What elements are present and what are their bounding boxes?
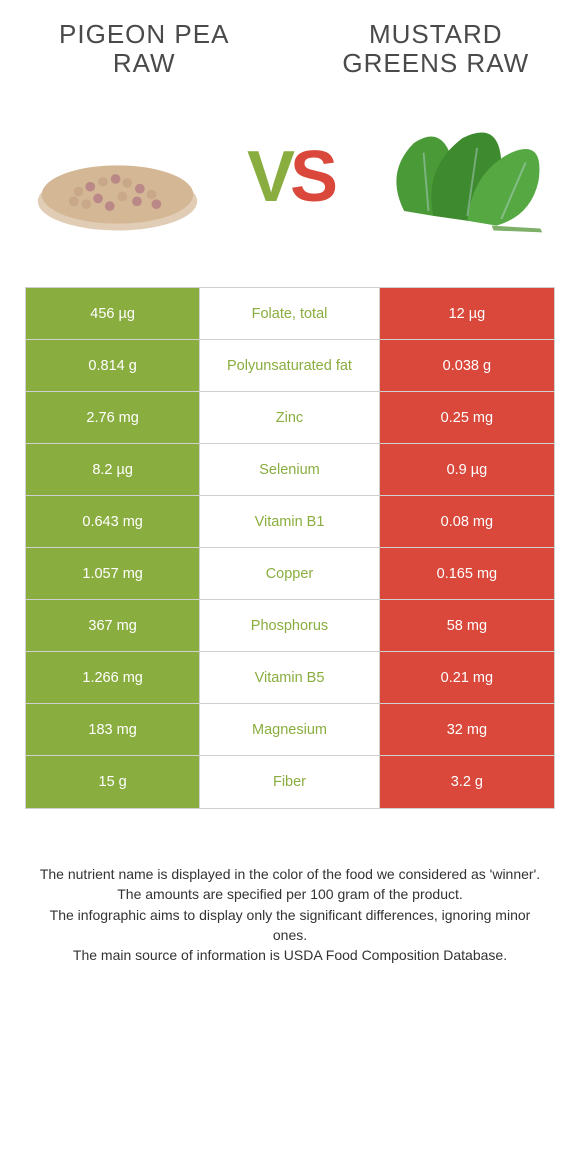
table-row: 1.057 mgCopper0.165 mg xyxy=(26,548,554,600)
title-left: PIGEON PEA RAW xyxy=(25,20,264,77)
value-left: 1.266 mg xyxy=(26,652,200,703)
nutrient-name: Selenium xyxy=(200,444,380,495)
comparison-table: 456 µgFolate, total12 µg0.814 gPolyunsat… xyxy=(25,287,555,809)
value-left: 15 g xyxy=(26,756,200,808)
table-row: 456 µgFolate, total12 µg xyxy=(26,288,554,340)
value-right: 58 mg xyxy=(380,600,554,651)
nutrient-name: Vitamin B1 xyxy=(200,496,380,547)
value-right: 0.9 µg xyxy=(380,444,554,495)
value-right: 0.25 mg xyxy=(380,392,554,443)
footer-line: The nutrient name is displayed in the co… xyxy=(35,864,545,884)
nutrient-name: Folate, total xyxy=(200,288,380,339)
value-left: 183 mg xyxy=(26,704,200,755)
nutrient-name: Zinc xyxy=(200,392,380,443)
vs-s: S xyxy=(290,137,333,217)
food-image-right xyxy=(375,112,550,242)
table-row: 0.814 gPolyunsaturated fat0.038 g xyxy=(26,340,554,392)
footer-line: The main source of information is USDA F… xyxy=(35,945,545,965)
value-left: 456 µg xyxy=(26,288,200,339)
table-row: 15 gFiber3.2 g xyxy=(26,756,554,808)
value-right: 0.08 mg xyxy=(380,496,554,547)
value-right: 0.165 mg xyxy=(380,548,554,599)
table-row: 0.643 mgVitamin B10.08 mg xyxy=(26,496,554,548)
nutrient-name: Phosphorus xyxy=(200,600,380,651)
nutrient-name: Magnesium xyxy=(200,704,380,755)
footer-line: The infographic aims to display only the… xyxy=(35,905,545,946)
value-left: 1.057 mg xyxy=(26,548,200,599)
nutrient-name: Vitamin B5 xyxy=(200,652,380,703)
value-right: 0.21 mg xyxy=(380,652,554,703)
food-image-left xyxy=(30,112,205,242)
vs-v: V xyxy=(247,137,290,217)
footer-line: The amounts are specified per 100 gram o… xyxy=(35,884,545,904)
title-right: MUSTARD GREENS RAW xyxy=(317,20,556,77)
table-row: 1.266 mgVitamin B50.21 mg xyxy=(26,652,554,704)
nutrient-name: Copper xyxy=(200,548,380,599)
value-left: 0.643 mg xyxy=(26,496,200,547)
value-right: 3.2 g xyxy=(380,756,554,808)
nutrient-name: Fiber xyxy=(200,756,380,808)
value-right: 12 µg xyxy=(380,288,554,339)
footer-notes: The nutrient name is displayed in the co… xyxy=(25,864,555,965)
nutrient-name: Polyunsaturated fat xyxy=(200,340,380,391)
table-row: 183 mgMagnesium32 mg xyxy=(26,704,554,756)
table-row: 2.76 mgZinc0.25 mg xyxy=(26,392,554,444)
table-row: 8.2 µgSelenium0.9 µg xyxy=(26,444,554,496)
value-left: 0.814 g xyxy=(26,340,200,391)
value-right: 0.038 g xyxy=(380,340,554,391)
table-row: 367 mgPhosphorus58 mg xyxy=(26,600,554,652)
value-left: 2.76 mg xyxy=(26,392,200,443)
value-right: 32 mg xyxy=(380,704,554,755)
vs-label: VS xyxy=(247,136,333,218)
value-left: 8.2 µg xyxy=(26,444,200,495)
value-left: 367 mg xyxy=(26,600,200,651)
